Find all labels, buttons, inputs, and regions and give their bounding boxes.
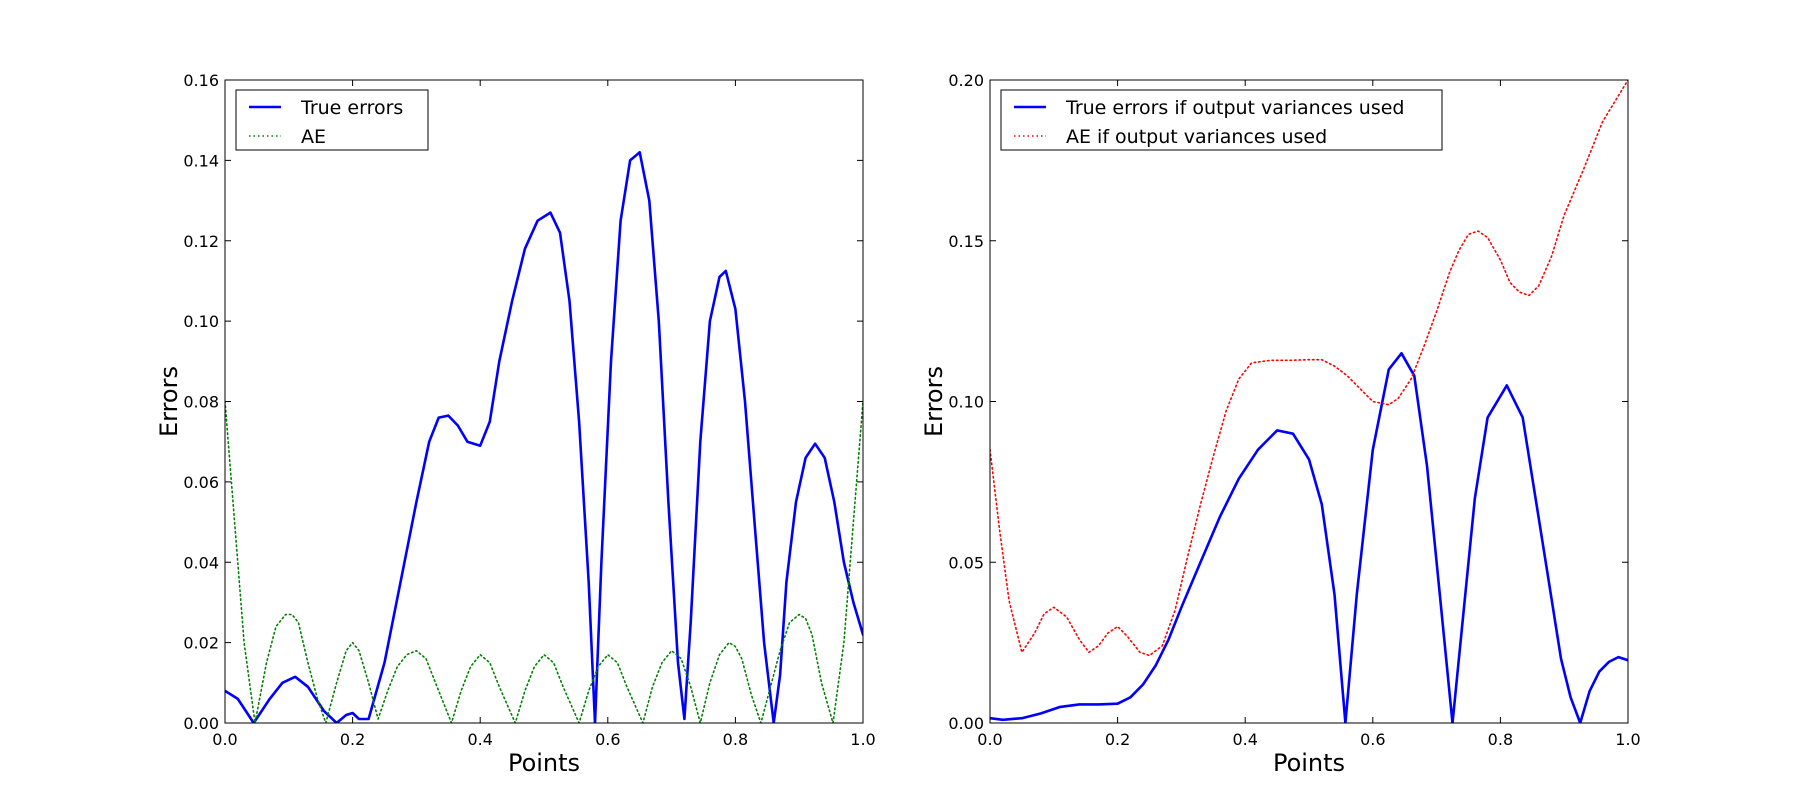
y-axis-label: Errors bbox=[155, 366, 183, 437]
x-axis-label: Points bbox=[508, 749, 580, 777]
legend: True errors if output variances used AE i… bbox=[1000, 89, 1443, 151]
x-tick-label: 0.0 bbox=[977, 730, 1002, 749]
y-tick-label: 0.14 bbox=[183, 151, 219, 170]
legend-box bbox=[1000, 89, 1443, 151]
x-tick-label: 0.6 bbox=[595, 730, 620, 749]
y-tick-label: 0.10 bbox=[948, 393, 984, 412]
legend-label-1: True errors bbox=[300, 97, 403, 119]
x-tick-label: 0.2 bbox=[1105, 730, 1130, 749]
legend-box bbox=[235, 89, 429, 151]
x-axis-label: Points bbox=[1273, 749, 1345, 777]
y-tick-label: 0.00 bbox=[948, 714, 984, 733]
y-tick-label: 0.15 bbox=[948, 232, 984, 251]
legend-label-1: True errors if output variances used bbox=[1065, 97, 1404, 119]
y-tick-label: 0.02 bbox=[183, 634, 219, 653]
left-subplot: 0.0 0.2 0.4 0.6 0.8 1.0 0.00 0.02 0.04 0.06 0.08 0.… bbox=[155, 71, 876, 777]
y-tick-label: 0.08 bbox=[183, 393, 219, 412]
x-tick-label: 0.4 bbox=[1232, 730, 1257, 749]
series-line-2 bbox=[990, 80, 1628, 657]
x-tick-label: 0.2 bbox=[340, 730, 365, 749]
series-line-2 bbox=[225, 400, 863, 723]
y-tick-label: 0.00 bbox=[183, 714, 219, 733]
y-tick-label: 0.04 bbox=[183, 553, 219, 572]
x-tick-label: 0.0 bbox=[212, 730, 237, 749]
y-tick-label: 0.16 bbox=[183, 71, 219, 90]
x-tick-label: 0.4 bbox=[467, 730, 492, 749]
series-line-1 bbox=[225, 151, 863, 723]
series-line-1 bbox=[990, 352, 1628, 723]
y-axis-label: Errors bbox=[920, 366, 948, 437]
y-tick-label: 0.10 bbox=[183, 312, 219, 331]
x-tick-label: 1.0 bbox=[850, 730, 875, 749]
x-tick-label: 0.8 bbox=[723, 730, 748, 749]
y-tick-label: 0.20 bbox=[948, 71, 984, 90]
legend-label-2: AE if output variances used bbox=[1066, 126, 1327, 148]
x-tick-label: 1.0 bbox=[1615, 730, 1640, 749]
legend: True errors AE bbox=[235, 89, 429, 151]
y-tick-label: 0.12 bbox=[183, 232, 219, 251]
legend-label-2: AE bbox=[301, 126, 326, 148]
y-tick-label: 0.05 bbox=[948, 553, 984, 572]
x-tick-label: 0.8 bbox=[1488, 730, 1513, 749]
x-tick-label: 0.6 bbox=[1360, 730, 1385, 749]
right-subplot: 0.0 0.2 0.4 0.6 0.8 1.0 0.00 0.05 0.10 0.15 0.20 Po… bbox=[920, 71, 1641, 777]
y-tick-label: 0.06 bbox=[183, 473, 219, 492]
